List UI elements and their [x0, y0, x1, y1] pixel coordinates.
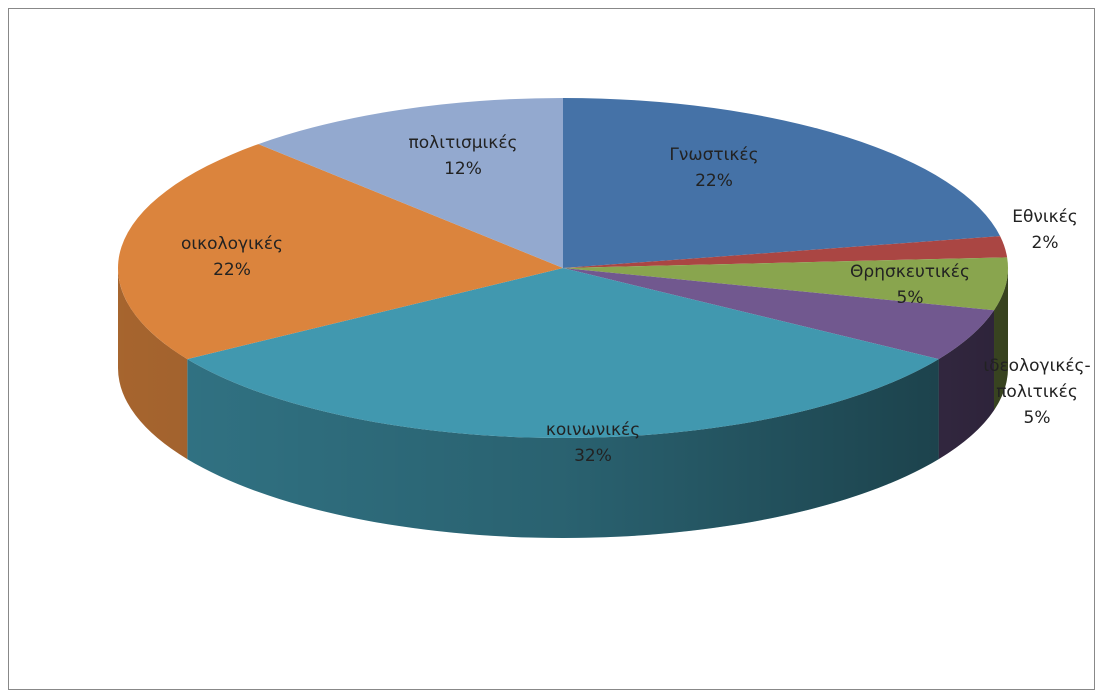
side-shading	[118, 268, 1008, 538]
category-label: κοινωνικές	[545, 420, 641, 440]
data-label: ιδεολογικές-πολιτικές 5%	[972, 353, 1102, 431]
slice	[563, 98, 1001, 268]
data-label: Θρησκευτικές 5%	[850, 259, 970, 311]
slice	[258, 98, 563, 268]
data-label: Γνωστικές 22%	[669, 142, 758, 194]
data-label: κοινωνικές 32%	[546, 417, 640, 469]
value-label: 5%	[896, 288, 924, 308]
category-label: Γνωστικές	[669, 145, 759, 165]
category-label: ιδεολογικές-πολιτικές	[983, 356, 1091, 402]
value-label: 22%	[695, 171, 733, 191]
category-label: Θρησκευτικές	[850, 262, 970, 282]
slice	[563, 268, 995, 360]
category-label: οικολογικές	[180, 234, 284, 254]
data-label: Εθνικές 2%	[1012, 204, 1078, 256]
value-label: 32%	[574, 446, 612, 466]
value-label: 12%	[444, 159, 482, 179]
value-label: 5%	[1023, 408, 1051, 428]
data-label: πολιτισμικές 12%	[409, 130, 518, 182]
chart-frame	[8, 8, 1095, 690]
slice	[118, 144, 563, 360]
value-label: 2%	[1031, 233, 1059, 253]
data-label: οικολογικές 22%	[181, 231, 283, 283]
category-label: Εθνικές	[1012, 207, 1078, 227]
value-label: 22%	[213, 260, 251, 280]
category-label: πολιτισμικές	[408, 133, 518, 153]
slice	[563, 257, 1008, 311]
slice	[187, 268, 939, 439]
slice	[563, 236, 1008, 268]
